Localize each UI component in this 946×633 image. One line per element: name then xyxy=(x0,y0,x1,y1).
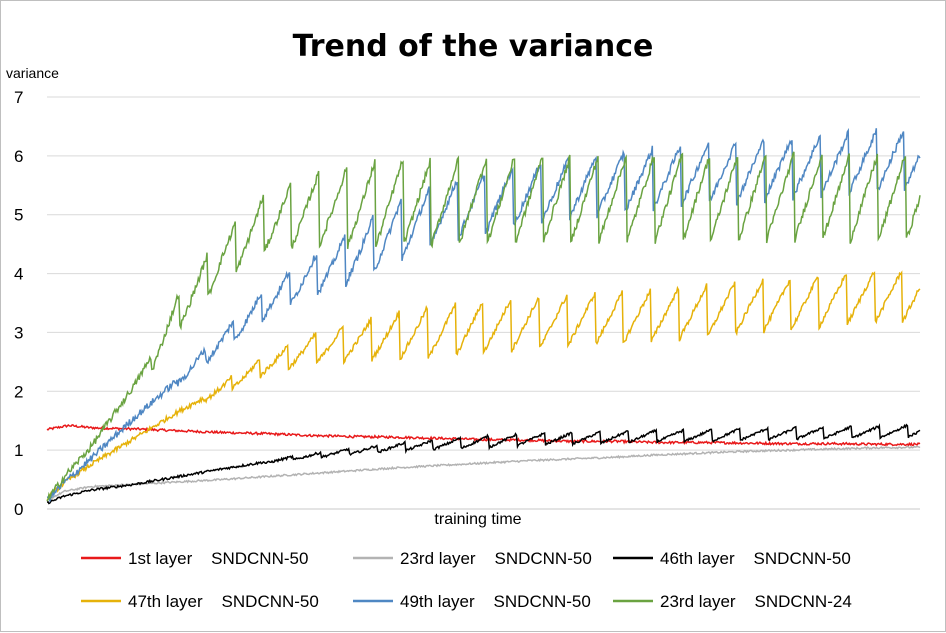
chart-title: Trend of the variance xyxy=(293,29,654,64)
legend-label: 1st layer SNDCNN-50 xyxy=(128,549,308,568)
series-line-2 xyxy=(46,445,921,501)
x-axis-label: training time xyxy=(434,511,521,528)
y-tick-label: 5 xyxy=(14,206,23,225)
y-axis-label: variance xyxy=(6,65,59,81)
gridlines xyxy=(47,96,920,451)
legend: 1st layer SNDCNN-50 23rd layer SNDCNN-50 4… xyxy=(81,549,852,611)
legend-label: 47th layer SNDCNN-50 xyxy=(128,592,319,611)
y-tick-label: 0 xyxy=(14,500,23,519)
y-tick-label: 7 xyxy=(14,88,23,107)
series-line-3 xyxy=(46,423,921,505)
series-line-1 xyxy=(46,423,921,447)
series-line-5 xyxy=(46,127,921,503)
legend-label: 49th layer SNDCNN-50 xyxy=(400,592,591,611)
legend-label: 23rd layer SNDCNN-24 xyxy=(660,592,852,611)
y-axis-ticks: 0 1 2 3 4 5 6 7 xyxy=(14,88,23,519)
series-line-6 xyxy=(46,151,921,502)
legend-label: 23rd layer SNDCNN-50 xyxy=(400,549,592,568)
y-tick-label: 1 xyxy=(14,441,23,460)
y-tick-label: 6 xyxy=(14,147,23,166)
y-tick-label: 3 xyxy=(14,323,23,342)
y-tick-label: 2 xyxy=(14,382,23,401)
y-tick-label: 4 xyxy=(14,265,23,284)
legend-label: 46th layer SNDCNN-50 xyxy=(660,549,851,568)
series-line-4 xyxy=(46,270,921,502)
series-lines xyxy=(46,127,921,505)
